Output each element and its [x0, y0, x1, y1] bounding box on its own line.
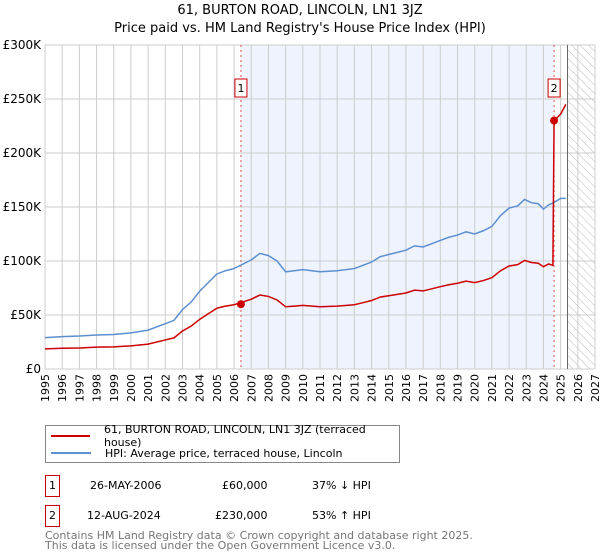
sale-hpi-diff: 37% ↓ HPI: [312, 479, 371, 492]
y-tick-label: £200K: [3, 146, 43, 160]
y-tick-label: £250K: [3, 92, 43, 106]
sale-label: 1: [237, 82, 244, 95]
x-tick-label: 2001: [142, 374, 155, 402]
legend-swatch-property: [51, 435, 90, 437]
footer-licence: This data is licensed under the Open Gov…: [45, 539, 396, 552]
legend-swatch-hpi: [51, 452, 91, 454]
sale-date: 12-AUG-2024: [87, 509, 161, 522]
hpi-line: [44, 197, 566, 339]
x-tick-label: 2011: [314, 374, 327, 402]
y-tick-label: £100K: [3, 254, 43, 268]
sale-point: [550, 116, 559, 125]
x-tick-label: 1998: [91, 374, 104, 402]
property-price-line: [44, 104, 567, 350]
x-tick-label: 1995: [39, 374, 52, 402]
x-tick-label: 2016: [400, 374, 413, 402]
sale-badge: 1: [45, 475, 60, 497]
x-tick-label: 2025: [555, 374, 568, 402]
legend-label-property: 61, BURTON ROAD, LINCOLN, LN1 3JZ (terra…: [103, 423, 366, 449]
y-tick-label: £150K: [3, 200, 43, 214]
y-tick-label: £300K: [3, 38, 43, 52]
legend-label-hpi: HPI: Average price, terraced house, Linc…: [105, 446, 343, 460]
x-tick-label: 2010: [297, 374, 310, 402]
chart-subtitle: Price paid vs. HM Land Registry's House …: [114, 21, 486, 36]
x-tick-label: 1999: [108, 374, 121, 402]
x-tick-label: 2014: [366, 374, 379, 402]
sale-label: 2: [551, 82, 558, 95]
x-tick-label: 2007: [245, 374, 258, 402]
x-tick-label: 2006: [228, 374, 241, 402]
sale-price: £230,000: [215, 509, 268, 522]
x-tick-label: 2022: [503, 374, 516, 402]
sale-price: £60,000: [222, 479, 268, 492]
sale-label-box: [234, 78, 248, 98]
x-tick-label: 1996: [56, 374, 69, 402]
footer-copyright: Contains HM Land Registry data © Crown c…: [45, 529, 473, 542]
y-tick-label: £0: [26, 362, 41, 376]
x-tick-label: 2002: [159, 374, 172, 402]
y-tick-label: £50K: [10, 308, 42, 322]
footer: Contains HM Land Registry data © Crown c…: [45, 529, 473, 552]
x-tick-label: 2000: [125, 374, 138, 402]
x-tick-label: 2018: [434, 374, 447, 402]
x-tick-label: 2024: [537, 374, 550, 402]
x-tick-label: 2026: [572, 374, 585, 402]
sale-row: 2 12-AUG-2024 £230,000 53% ↑ HPI: [45, 505, 445, 527]
x-tick-label: 2003: [177, 374, 190, 402]
x-tick-label: 2005: [211, 374, 224, 402]
x-tick-label: 2004: [194, 374, 207, 402]
legend: 61, BURTON ROAD, LINCOLN, LN1 3JZ (terra…: [45, 423, 400, 463]
x-tick-label: 2009: [280, 374, 293, 402]
sale-hpi-diff: 53% ↑ HPI: [312, 509, 371, 522]
line-chart: 1995 1996 1997 1998 1999 2000 2001 2002 2003 2004…: [3, 38, 600, 402]
sale-label-box: [547, 78, 561, 98]
sale-point: [236, 300, 245, 309]
sale-row: 1 26-MAY-2006 £60,000 37% ↓ HPI: [45, 475, 445, 497]
x-tick-label: 2019: [452, 374, 465, 402]
x-tick-label: 2008: [262, 374, 275, 402]
x-tick-label: 2017: [417, 374, 430, 402]
x-tick-label: 2015: [383, 374, 396, 402]
x-tick-label: 2013: [348, 374, 361, 402]
chart-title: 61, BURTON ROAD, LINCOLN, LN1 3JZ: [177, 3, 423, 18]
sale-badge: 2: [45, 505, 60, 527]
x-tick-label: 2027: [589, 374, 600, 402]
sale-date: 26-MAY-2006: [90, 479, 162, 492]
x-tick-label: 2021: [486, 374, 499, 402]
x-tick-label: 2020: [469, 374, 482, 402]
x-tick-label: 2023: [520, 374, 533, 402]
x-tick-label: 1997: [73, 374, 86, 402]
x-tick-label: 2012: [331, 374, 344, 402]
